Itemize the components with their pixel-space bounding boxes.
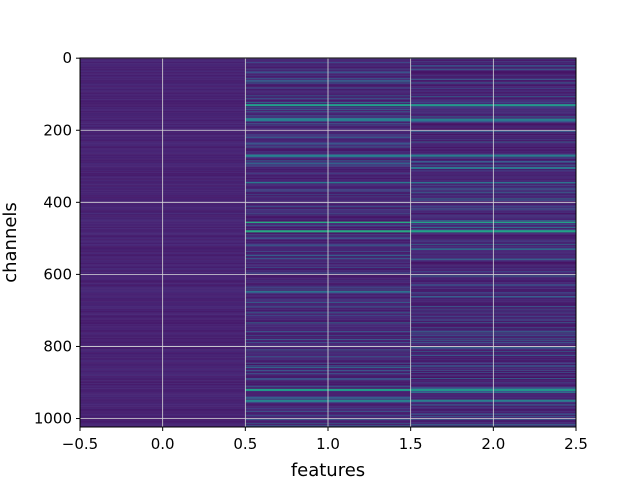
x-tick-label: 1.0 (316, 435, 340, 453)
x-tick-label: 0.0 (151, 435, 175, 453)
y-tick-label: 200 (43, 121, 72, 139)
y-tick-label: 1000 (34, 410, 72, 428)
y-tick-label: 800 (43, 337, 72, 355)
x-axis-label: features (291, 460, 365, 480)
x-axis-ticks: −0.5 0.0 0.5 1.0 1.5 2.0 2.5 (62, 427, 588, 453)
x-tick-label: 2.5 (564, 435, 588, 453)
y-tick-label: 0 (62, 49, 72, 67)
x-tick-label: 0.5 (233, 435, 257, 453)
y-axis-label: channels (0, 202, 21, 283)
y-axis-ticks: 0 200 400 600 800 1000 (34, 49, 80, 428)
x-tick-label: 2.0 (481, 435, 505, 453)
x-tick-label: −0.5 (62, 435, 98, 453)
y-tick-label: 600 (43, 265, 72, 283)
x-tick-label: 1.5 (399, 435, 423, 453)
y-tick-label: 400 (43, 193, 72, 211)
